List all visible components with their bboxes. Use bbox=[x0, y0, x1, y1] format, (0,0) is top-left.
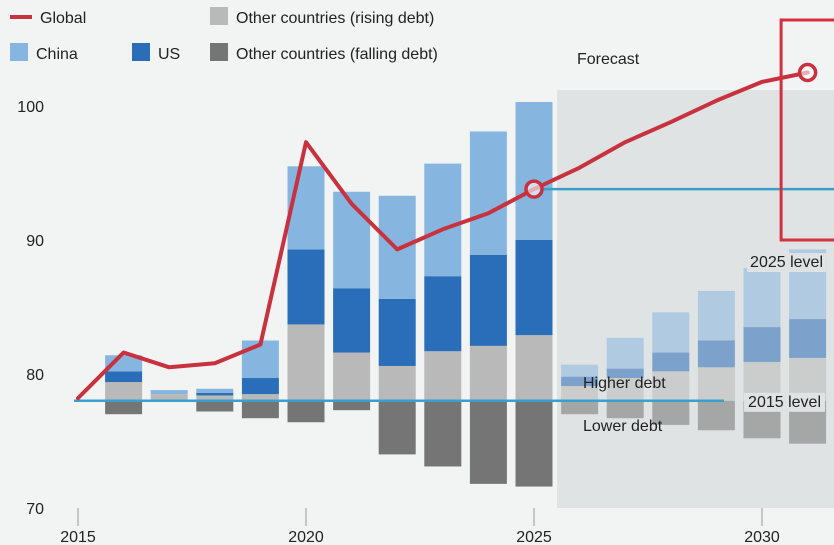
y-tick-label: 80 bbox=[26, 367, 44, 384]
bar-china-2019 bbox=[241, 340, 279, 379]
bar-rising-2026 bbox=[561, 386, 599, 401]
global-line-group bbox=[76, 62, 818, 401]
bar-rising-2028 bbox=[652, 371, 690, 401]
x-tick-label: 2025 bbox=[516, 529, 552, 545]
legend-swatch-us bbox=[132, 43, 150, 61]
annotations-group: Forecast Higher debt Lower debt 2015 level 2… bbox=[577, 51, 826, 435]
legend-swatch-china bbox=[10, 43, 28, 61]
bar-china-2024 bbox=[469, 131, 507, 255]
bar-rising-2027 bbox=[606, 378, 644, 401]
reference-label-2025: 2025 level bbox=[750, 254, 823, 271]
axes-group: 70 80 90 100 2015 2020 2025 2030 bbox=[17, 99, 780, 545]
bar-china-2018 bbox=[196, 388, 234, 393]
y-tick-label: 100 bbox=[17, 99, 44, 116]
bar-rising-2029 bbox=[697, 367, 735, 401]
bar-falling-2025 bbox=[515, 400, 553, 487]
bar-china-2030 bbox=[743, 268, 781, 328]
bar-us-2031 bbox=[789, 319, 827, 358]
bar-china-2026 bbox=[561, 364, 599, 377]
legend-label-us: US bbox=[158, 46, 180, 63]
bar-us-2030 bbox=[743, 327, 781, 362]
forecast-label: Forecast bbox=[577, 51, 640, 68]
bar-falling-2028 bbox=[652, 400, 690, 425]
bar-rising-2025 bbox=[515, 335, 553, 401]
bar-rising-2020 bbox=[287, 324, 325, 401]
higher-debt-label: Higher debt bbox=[583, 375, 666, 392]
bar-rising-2024 bbox=[469, 345, 507, 401]
bar-china-2023 bbox=[424, 163, 462, 277]
bar-china-2029 bbox=[697, 290, 735, 341]
bar-rising-2023 bbox=[424, 351, 462, 401]
y-tick-label: 70 bbox=[26, 501, 44, 518]
bar-falling-2018 bbox=[196, 400, 234, 412]
bar-rising-2018 bbox=[196, 395, 234, 401]
bar-china-2020 bbox=[287, 166, 325, 250]
bar-china-2028 bbox=[652, 312, 690, 353]
global-marker-2031 bbox=[797, 62, 818, 83]
bar-us-2023 bbox=[424, 276, 462, 352]
legend-label-falling: Other countries (falling debt) bbox=[236, 46, 438, 63]
bar-rising-2021 bbox=[333, 352, 371, 401]
bar-falling-2019 bbox=[241, 400, 279, 419]
bar-falling-2027 bbox=[606, 400, 644, 419]
legend-swatch-falling bbox=[210, 43, 228, 61]
reference-label-2015-bg bbox=[744, 392, 825, 412]
bar-us-2019 bbox=[241, 378, 279, 395]
legend-label-china: China bbox=[36, 46, 78, 63]
bar-us-2025 bbox=[515, 240, 553, 336]
bar-china-2025 bbox=[515, 101, 553, 240]
bar-rising-2022 bbox=[378, 365, 416, 401]
bar-us-2029 bbox=[697, 340, 735, 368]
bar-falling-2016 bbox=[105, 400, 143, 415]
bar-us-2016 bbox=[105, 371, 143, 383]
legend-swatch-rising bbox=[210, 7, 228, 25]
global-line bbox=[76, 70, 810, 401]
bar-falling-2024 bbox=[469, 400, 507, 484]
global-marker-2025 bbox=[524, 179, 544, 199]
legend-label-global: Global bbox=[40, 10, 86, 27]
bar-us-2024 bbox=[469, 254, 507, 346]
bar-falling-2020 bbox=[287, 400, 325, 423]
bar-us-2026 bbox=[561, 376, 599, 387]
bar-falling-2021 bbox=[333, 400, 371, 411]
bar-us-2027 bbox=[606, 368, 644, 379]
reference-lines-group bbox=[74, 187, 834, 403]
bar-falling-2022 bbox=[378, 400, 416, 455]
reference-label-2015: 2015 level bbox=[748, 394, 821, 411]
x-tick-label: 2015 bbox=[60, 529, 96, 545]
bar-falling-2029 bbox=[697, 400, 735, 431]
lower-debt-label: Lower debt bbox=[583, 418, 663, 435]
y-tick-label: 90 bbox=[26, 233, 44, 250]
forecast-shade bbox=[557, 90, 834, 508]
bar-china-2017 bbox=[150, 390, 188, 395]
bar-us-2018 bbox=[196, 392, 234, 396]
bar-falling-2026 bbox=[561, 400, 599, 415]
legend-label-rising: Other countries (rising debt) bbox=[236, 10, 434, 27]
x-tick-label: 2020 bbox=[288, 529, 324, 545]
x-tick-label: 2030 bbox=[744, 529, 780, 545]
bar-us-2022 bbox=[378, 298, 416, 366]
bar-us-2020 bbox=[287, 249, 325, 325]
bar-china-2021 bbox=[333, 191, 371, 289]
legend: Global Other countries (rising debt) China… bbox=[10, 7, 438, 63]
reference-label-2025-bg bbox=[747, 253, 826, 272]
forecast-highlight-box bbox=[779, 18, 834, 242]
bar-us-2021 bbox=[333, 288, 371, 353]
bar-rising-2019 bbox=[241, 394, 279, 401]
bar-falling-2023 bbox=[424, 400, 462, 467]
bar-china-2027 bbox=[606, 337, 644, 369]
bar-rising-2016 bbox=[105, 382, 143, 401]
bar-us-2028 bbox=[652, 352, 690, 372]
bar-rising-2017 bbox=[150, 394, 188, 401]
